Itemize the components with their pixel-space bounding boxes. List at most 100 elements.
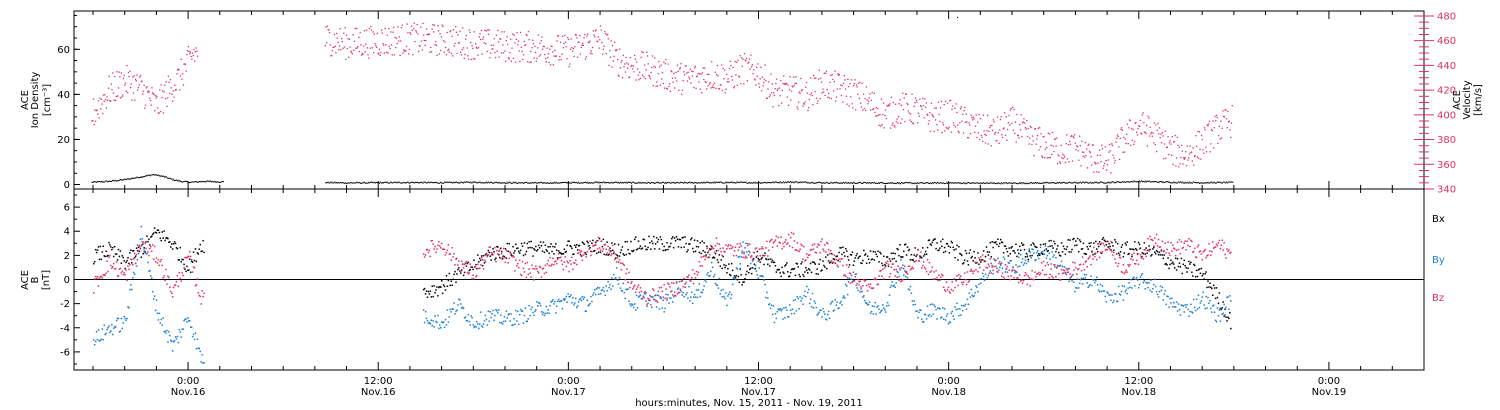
density-point <box>1172 181 1174 183</box>
velocity-point <box>686 80 689 82</box>
by-point <box>932 313 934 315</box>
velocity-point <box>728 81 730 83</box>
density-point <box>983 182 985 184</box>
velocity-point <box>737 59 739 62</box>
velocity-point <box>410 25 413 27</box>
density-point <box>979 183 981 185</box>
bx-point <box>868 262 871 264</box>
velocity-point <box>746 80 749 82</box>
bz-point <box>146 240 148 243</box>
density-point <box>969 182 971 184</box>
density-point <box>760 182 762 184</box>
velocity-point <box>537 34 540 36</box>
velocity-point <box>904 120 906 123</box>
bx-point <box>596 239 599 242</box>
by-point <box>824 313 826 315</box>
density-point <box>524 181 526 183</box>
velocity-point <box>704 80 706 83</box>
bx-point <box>152 232 155 234</box>
velocity-point <box>196 55 199 57</box>
density-point <box>1069 182 1071 184</box>
by-point <box>573 303 575 306</box>
velocity-point <box>419 45 421 47</box>
density-point <box>1190 182 1192 184</box>
velocity-point <box>606 33 609 36</box>
velocity-point <box>918 115 920 117</box>
density-point <box>114 180 116 182</box>
by-point <box>456 309 458 311</box>
density-point <box>1081 182 1083 184</box>
density-point <box>440 181 442 183</box>
density-point <box>546 182 548 184</box>
bx-point <box>1035 246 1037 248</box>
bx-point <box>559 252 562 254</box>
by-point <box>523 314 526 317</box>
bx-point <box>117 248 120 251</box>
by-point <box>609 283 611 286</box>
velocity-point <box>725 88 727 90</box>
density-point <box>621 182 623 184</box>
density-point <box>664 183 666 185</box>
velocity-point <box>863 107 865 110</box>
density-point <box>998 182 1000 184</box>
velocity-point <box>1059 162 1062 164</box>
by-point <box>93 343 96 346</box>
density-point <box>1074 181 1076 183</box>
velocity-point <box>989 125 992 127</box>
velocity-point <box>885 117 888 120</box>
velocity-point <box>422 34 425 36</box>
density-point <box>878 182 880 184</box>
density-point <box>189 182 191 184</box>
density-point <box>630 181 632 183</box>
density-point <box>1066 182 1068 184</box>
by-point <box>777 308 780 311</box>
bz-point <box>529 272 531 274</box>
density-point <box>1164 182 1166 184</box>
bz-point <box>147 251 149 253</box>
bx-point <box>1150 255 1152 257</box>
velocity-point <box>386 34 388 36</box>
bx-point <box>739 268 741 270</box>
by-point <box>584 310 587 312</box>
density-point <box>1226 182 1228 184</box>
by-point <box>1214 319 1217 322</box>
velocity-point <box>644 77 647 80</box>
velocity-point <box>154 110 156 112</box>
by-point <box>161 324 163 327</box>
bx-point <box>1136 252 1139 255</box>
density-point <box>91 181 93 183</box>
density-point <box>1124 181 1126 183</box>
velocity-point <box>636 68 639 70</box>
density-point <box>526 181 528 183</box>
density-point <box>945 182 947 184</box>
bx-point <box>518 252 521 254</box>
density-point <box>810 182 812 184</box>
density-point <box>669 182 671 184</box>
density-point <box>178 180 180 182</box>
density-point <box>384 181 386 183</box>
bx-point <box>676 238 679 240</box>
density-point <box>478 181 480 183</box>
by-point <box>147 261 149 264</box>
density-point <box>1128 181 1130 183</box>
velocity-point <box>745 60 747 62</box>
bz-point <box>517 266 520 269</box>
bx-point <box>776 269 779 271</box>
velocity-point <box>894 126 896 128</box>
velocity-point <box>996 139 998 142</box>
velocity-point <box>788 104 790 106</box>
bx-point <box>961 263 964 265</box>
bx-point <box>201 250 203 252</box>
velocity-point <box>769 94 771 96</box>
bx-point <box>1105 243 1108 246</box>
velocity-point <box>183 63 185 65</box>
bx-point <box>794 274 797 277</box>
density-point <box>955 182 957 184</box>
by-point <box>183 319 185 322</box>
bz-point <box>479 264 482 266</box>
bz-point <box>121 270 124 272</box>
density-point <box>156 175 158 177</box>
density-point <box>432 182 434 184</box>
velocity-point <box>475 46 478 49</box>
density-point <box>794 181 796 183</box>
